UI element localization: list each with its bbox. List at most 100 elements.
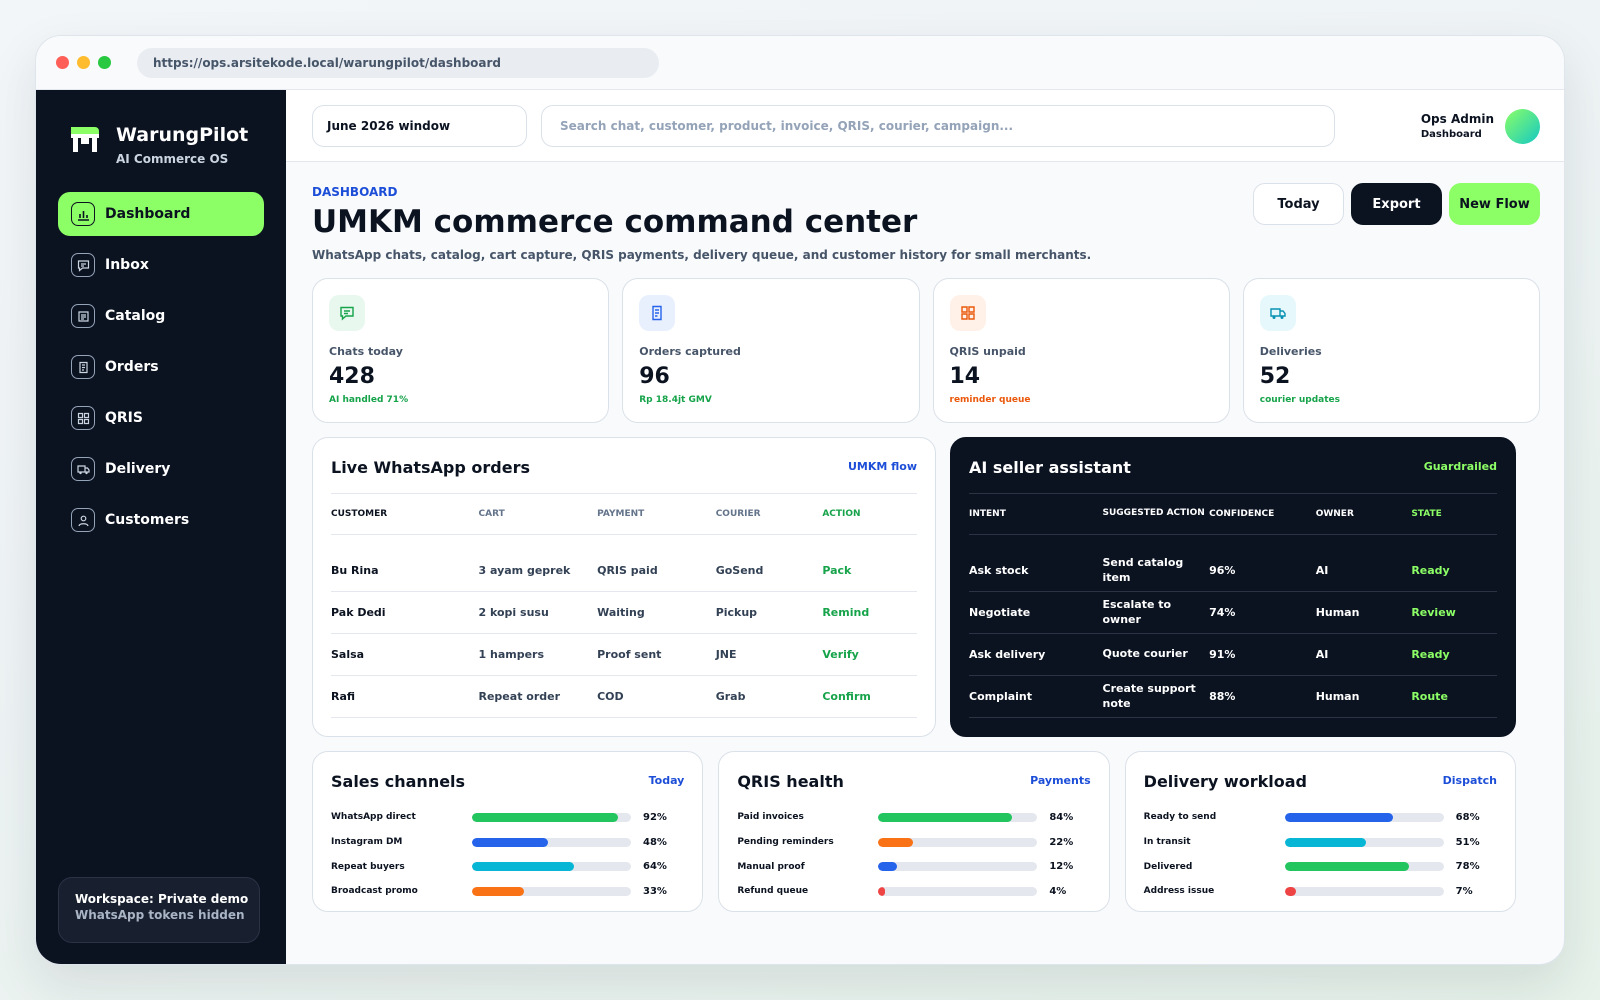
table-row[interactable]: Pak Dedi 2 kopi susu Waiting Pickup Remi… [331, 592, 917, 634]
payment-cell: Proof sent [597, 648, 662, 661]
action-link[interactable]: Pack [822, 564, 852, 577]
search-input[interactable] [541, 105, 1335, 147]
progress-fill [472, 862, 574, 872]
assistant-table: INTENT SUGGESTED ACTION CONFIDENCE OWNER… [969, 493, 1497, 718]
progress-label: WhatsApp direct [331, 812, 416, 823]
progress-fill [472, 886, 525, 896]
new-flow-button[interactable]: New Flow [1449, 183, 1540, 225]
sidebar-item-customers[interactable]: Customers [58, 498, 264, 542]
date-window-select[interactable]: June 2026 window [312, 105, 527, 147]
sidebar-item-label: Catalog [105, 308, 166, 324]
umkm-flow-link[interactable]: UMKM flow [847, 460, 917, 473]
progress-fill [1284, 812, 1393, 822]
intent-cell: Negotiate [969, 606, 1031, 619]
export-button[interactable]: Export [1351, 183, 1442, 225]
progress-label: Paid invoices [737, 812, 804, 823]
sidebar-item-dashboard[interactable]: Dashboard [58, 192, 264, 236]
address-bar[interactable]: https://ops.arsitekode.local/warungpilot… [137, 48, 659, 78]
panel-title: Delivery workload [1143, 772, 1307, 791]
progress-row: Broadcast promo 33% [331, 879, 684, 904]
today-button[interactable]: Today [1253, 183, 1344, 225]
progress-fill [1284, 837, 1366, 847]
column-header[interactable]: CONFIDENCE [1209, 509, 1275, 519]
progress-fill [878, 837, 914, 847]
progress-value: 68% [1455, 811, 1480, 823]
workspace-card[interactable]: Workspace: Private demo WhatsApp tokens … [58, 877, 260, 943]
progress-track [878, 812, 1038, 822]
column-header[interactable]: ACTION [822, 509, 861, 519]
browser-window: https://ops.arsitekode.local/warungpilot… [35, 35, 1565, 965]
progress-fill [878, 886, 885, 896]
sidebar-item-label: Inbox [105, 257, 149, 273]
payments-link[interactable]: Payments [1030, 774, 1091, 787]
table-row[interactable]: Ask delivery Quote courier 91% AI Ready [969, 634, 1497, 676]
receipt-icon [71, 355, 95, 379]
qris-health-panel: QRIS health Payments Paid invoices 84% Pen… [718, 751, 1110, 912]
action-link[interactable]: Confirm [822, 690, 871, 703]
progress-value: 92% [643, 811, 667, 823]
column-header[interactable]: INTENT [969, 509, 1006, 519]
workspace-name: Workspace: Private demo [75, 892, 249, 906]
progress-value: 48% [643, 836, 667, 848]
table-row[interactable]: Rafi Repeat order COD Grab Confirm [331, 676, 917, 718]
sidebar-item-delivery[interactable]: Delivery [58, 447, 264, 491]
close-window-dot[interactable] [56, 56, 69, 69]
progress-track [472, 862, 631, 872]
sidebar-item-qris[interactable]: QRIS [58, 396, 264, 440]
column-header[interactable]: CUSTOMER [331, 509, 388, 519]
column-header[interactable]: STATE [1411, 509, 1442, 519]
bar-list: Ready to send 68% In transit 51% Delivered 78… [1144, 805, 1497, 904]
stat-card-qris[interactable]: QRIS unpaid 14 reminder queue [932, 278, 1230, 423]
dispatch-link[interactable]: Dispatch [1442, 774, 1497, 787]
user-icon [71, 508, 95, 532]
state-link[interactable]: Review [1411, 606, 1456, 619]
brand-tagline: AI Commerce OS [116, 152, 229, 166]
progress-fill [878, 862, 898, 872]
sidebar-item-catalog[interactable]: Catalog [58, 294, 264, 338]
progress-fill [1284, 862, 1409, 872]
user-info[interactable]: Ops Admin Dashboard [1421, 112, 1494, 140]
table-row[interactable]: Negotiate Escalate to owner 74% Human Re… [969, 592, 1497, 634]
table-row[interactable]: Salsa 1 hampers Proof sent JNE Verify [331, 634, 917, 676]
progress-row: Paid invoices 84% [737, 805, 1090, 830]
action-link[interactable]: Verify [822, 648, 859, 661]
live-orders-panel: Live WhatsApp orders UMKM flow CUSTOMER … [312, 437, 936, 737]
progress-track [878, 837, 1038, 847]
avatar[interactable] [1505, 109, 1540, 144]
stat-card-orders[interactable]: Orders captured 96 Rp 18.4jt GMV [622, 278, 920, 423]
table-row[interactable]: Bu Rina 3 ayam geprek QRIS paid GoSend P… [331, 550, 917, 592]
table-row[interactable]: Complaint Create support note 88% Human … [969, 676, 1497, 718]
table-row[interactable]: Ask stock Send catalog item 96% AI Ready [969, 550, 1497, 592]
column-header[interactable]: OWNER [1315, 509, 1354, 519]
progress-row: Pending reminders 22% [737, 830, 1090, 855]
action-link[interactable]: Remind [822, 606, 870, 619]
minimize-window-dot[interactable] [77, 56, 90, 69]
state-link[interactable]: Route [1411, 690, 1448, 703]
sidebar-item-inbox[interactable]: Inbox [58, 243, 264, 287]
stat-card-deliveries[interactable]: Deliveries 52 courier updates [1242, 278, 1540, 423]
confidence-cell: 96% [1209, 564, 1236, 577]
column-header[interactable]: SUGGESTED ACTION [1102, 508, 1205, 519]
sidebar-item-orders[interactable]: Orders [58, 345, 264, 389]
progress-label: Instagram DM [331, 837, 403, 848]
state-link[interactable]: Ready [1411, 564, 1450, 577]
guardrailed-badge: Guardrailed [1423, 460, 1497, 473]
payment-cell: COD [597, 690, 624, 703]
progress-row: Delivered 78% [1144, 854, 1497, 879]
progress-value: 84% [1049, 811, 1074, 823]
cart-cell: 2 kopi susu [478, 606, 549, 619]
bottom-panels: Sales channels Today WhatsApp direct 92% I… [312, 751, 1516, 912]
maximize-window-dot[interactable] [98, 56, 111, 69]
progress-track [472, 837, 631, 847]
owner-cell: Human [1315, 690, 1360, 703]
page-eyebrow: DASHBOARD [312, 185, 398, 199]
user-role: Dashboard [1420, 129, 1482, 140]
column-header[interactable]: PAYMENT [597, 509, 645, 519]
column-header[interactable]: COURIER [715, 509, 761, 519]
stat-card-chats[interactable]: Chats today 428 AI handled 71% [312, 278, 610, 423]
confidence-cell: 88% [1209, 690, 1236, 703]
state-link[interactable]: Ready [1411, 648, 1450, 661]
bar-list: WhatsApp direct 92% Instagram DM 48% Repeat … [331, 805, 684, 904]
column-header[interactable]: CART [478, 509, 505, 519]
today-link[interactable]: Today [648, 774, 685, 787]
